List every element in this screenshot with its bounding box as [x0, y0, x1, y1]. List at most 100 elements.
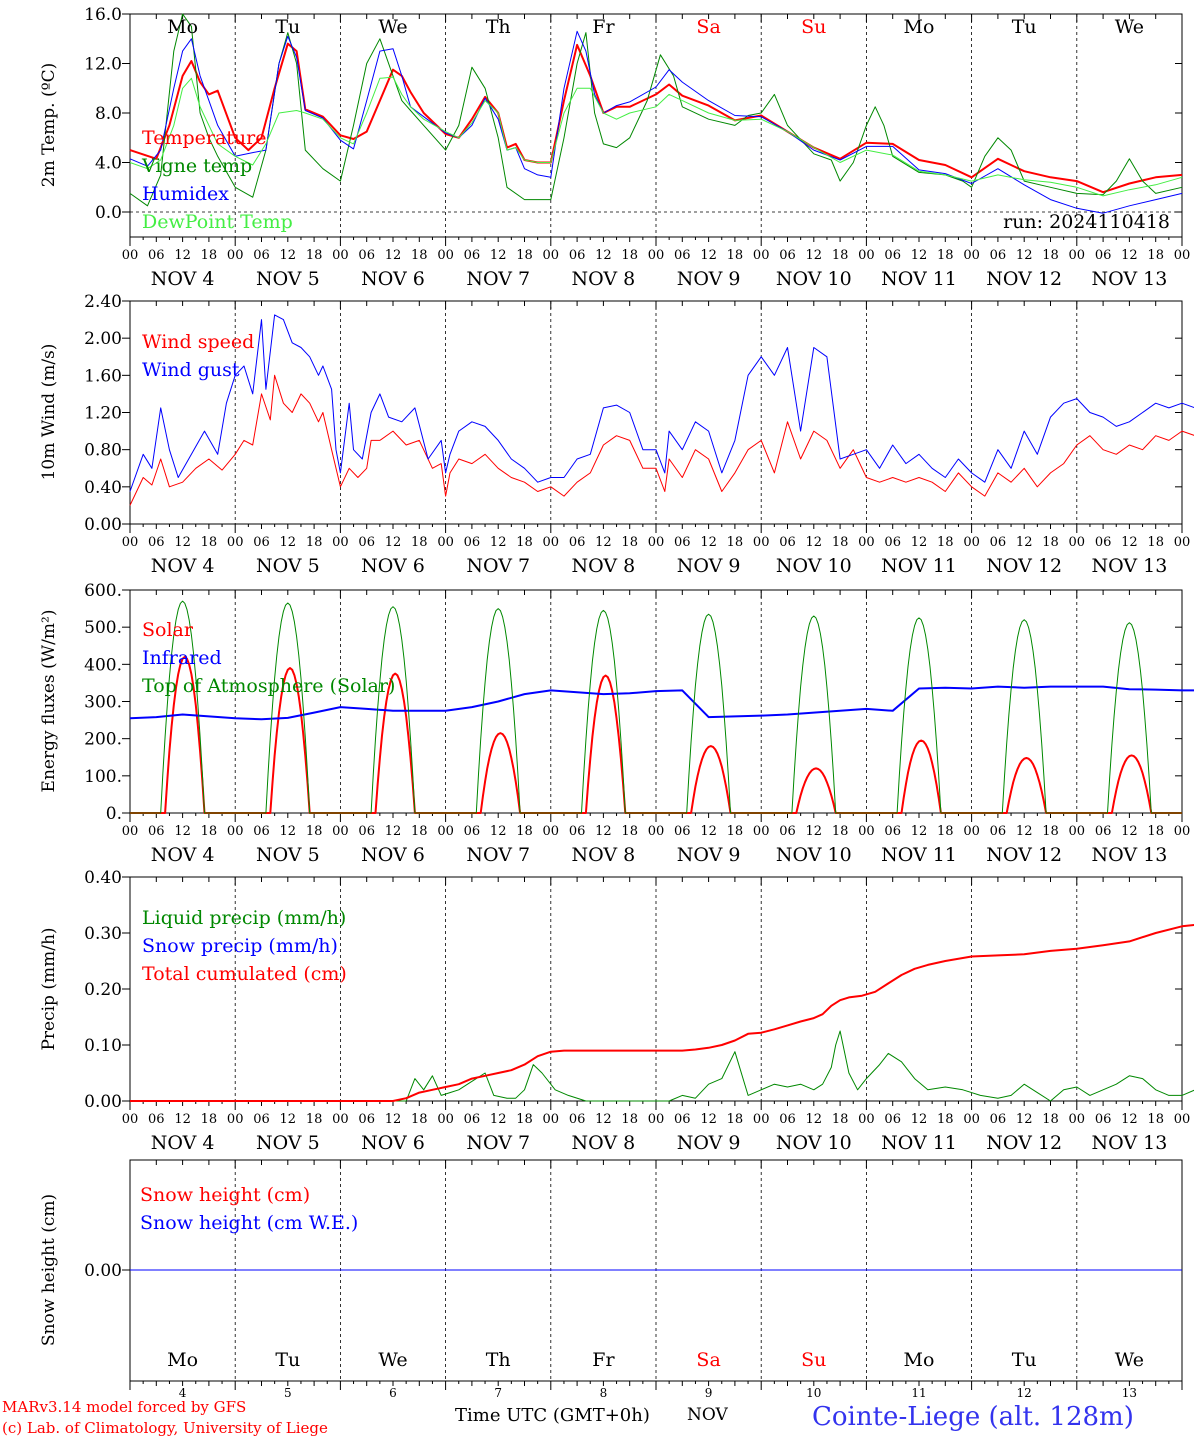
- hour-label: 18: [1042, 824, 1059, 839]
- hour-label: 06: [253, 1112, 270, 1127]
- date-label: NOV 4: [151, 268, 215, 290]
- date-label: NOV 11: [881, 844, 957, 866]
- hour-label: 00: [648, 535, 665, 550]
- hour-label: 06: [990, 824, 1007, 839]
- hour-label: 00: [858, 824, 875, 839]
- hour-label: 12: [490, 824, 507, 839]
- hour-label: 06: [674, 248, 691, 263]
- hour-label: 12: [280, 248, 297, 263]
- date-label: NOV 8: [572, 555, 636, 577]
- weekday-label: Sa: [696, 16, 720, 38]
- legend-entry: Liquid precip (mm/h): [142, 907, 346, 929]
- y-axis-title: Energy fluxes (W/m²): [39, 610, 59, 793]
- hour-label: 18: [832, 248, 849, 263]
- hour-label: 00: [437, 535, 454, 550]
- hour-label: 00: [437, 824, 454, 839]
- hour-label: 18: [727, 535, 744, 550]
- hour-label: 06: [779, 248, 796, 263]
- hour-label: 00: [648, 1112, 665, 1127]
- date-label: NOV 9: [677, 268, 741, 290]
- hour-label: 06: [990, 535, 1007, 550]
- hour-label: 12: [700, 248, 717, 263]
- y-tick-label: 400.: [84, 655, 122, 675]
- hour-label: 00: [858, 248, 875, 263]
- hour-label: 06: [148, 824, 165, 839]
- date-label: NOV 10: [776, 555, 852, 577]
- hour-label: 00: [858, 535, 875, 550]
- hour-label: 18: [727, 248, 744, 263]
- hour-label: 12: [1016, 248, 1033, 263]
- hour-label: 00: [543, 824, 560, 839]
- series-line: [129, 314, 1194, 492]
- y-tick-label: 1.60: [84, 366, 122, 386]
- date-label: NOV 10: [776, 1132, 852, 1154]
- hour-label: 00: [122, 248, 139, 263]
- weekday-label: Su: [801, 16, 826, 38]
- hour-label: 00: [1069, 1112, 1086, 1127]
- hour-label: 06: [569, 824, 586, 839]
- hour-label: 12: [280, 824, 297, 839]
- legend-entry: DewPoint Temp: [142, 211, 293, 233]
- weekday-label-bottom: Fr: [592, 1349, 615, 1371]
- hour-label: 12: [1121, 535, 1138, 550]
- hour-label: 00: [543, 1112, 560, 1127]
- hour-label: 18: [621, 824, 638, 839]
- panel-2-frame: [129, 589, 1183, 814]
- date-label: NOV 5: [256, 555, 320, 577]
- date-label: NOV 12: [986, 268, 1062, 290]
- panel-1-frame: [129, 300, 1183, 525]
- weekday-label: Mo: [167, 16, 198, 38]
- date-label: NOV 6: [361, 1132, 425, 1154]
- hour-label: 06: [253, 248, 270, 263]
- hour-label: 06: [1095, 824, 1112, 839]
- series-line: [129, 374, 1194, 506]
- date-label: NOV 11: [881, 555, 957, 577]
- hour-label: 18: [1042, 248, 1059, 263]
- date-label: NOV 5: [256, 268, 320, 290]
- hour-label: 18: [1147, 824, 1164, 839]
- month-label: NOV: [687, 1405, 728, 1425]
- hour-label: 18: [1147, 248, 1164, 263]
- hour-label: 00: [648, 824, 665, 839]
- weekday-label-bottom: Tu: [1012, 1349, 1037, 1371]
- hour-label: 18: [201, 1112, 218, 1127]
- date-label: NOV 6: [361, 268, 425, 290]
- hour-label: 00: [753, 1112, 770, 1127]
- hour-label: 00: [122, 1112, 139, 1127]
- weekday-label: Th: [486, 16, 511, 38]
- station-label: Cointe-Liege (alt. 128m): [812, 1402, 1134, 1432]
- hour-label: 18: [832, 824, 849, 839]
- y-tick-label: 0.: [106, 804, 122, 824]
- y-tick-label: 0.20: [84, 980, 122, 1000]
- hour-label: 06: [884, 535, 901, 550]
- hour-label: 00: [1174, 1112, 1191, 1127]
- run-label: run: 2024110418: [1003, 211, 1170, 233]
- model-credit: MARv3.14 model forced by GFS: [2, 1398, 247, 1416]
- weekday-label-bottom: Tu: [275, 1349, 300, 1371]
- hour-label: 18: [621, 248, 638, 263]
- series-line: [129, 685, 1194, 721]
- legend-entry: Vigne temp: [141, 155, 252, 177]
- hour-label: 06: [358, 1112, 375, 1127]
- date-label: NOV 13: [1091, 555, 1167, 577]
- hour-label: 18: [516, 535, 533, 550]
- series-line: [130, 924, 1194, 1102]
- date-label: NOV 6: [361, 555, 425, 577]
- hour-label: 12: [1121, 824, 1138, 839]
- hour-label: 00: [963, 248, 980, 263]
- hour-label: 12: [385, 535, 402, 550]
- hour-label: 12: [1121, 1112, 1138, 1127]
- date-label: NOV 8: [572, 268, 636, 290]
- date-label: NOV 7: [466, 268, 530, 290]
- hour-label: 06: [148, 1112, 165, 1127]
- y-tick-label: 0.40: [84, 478, 122, 498]
- hour-label: 00: [753, 248, 770, 263]
- date-label: NOV 9: [677, 1132, 741, 1154]
- hour-label: 12: [174, 248, 191, 263]
- y-axis-title: 2m Temp. (ºC): [39, 63, 59, 188]
- y-tick-label: 1.20: [84, 404, 122, 424]
- day-number: 7: [494, 1386, 502, 1400]
- hour-label: 06: [674, 824, 691, 839]
- hour-label: 00: [963, 535, 980, 550]
